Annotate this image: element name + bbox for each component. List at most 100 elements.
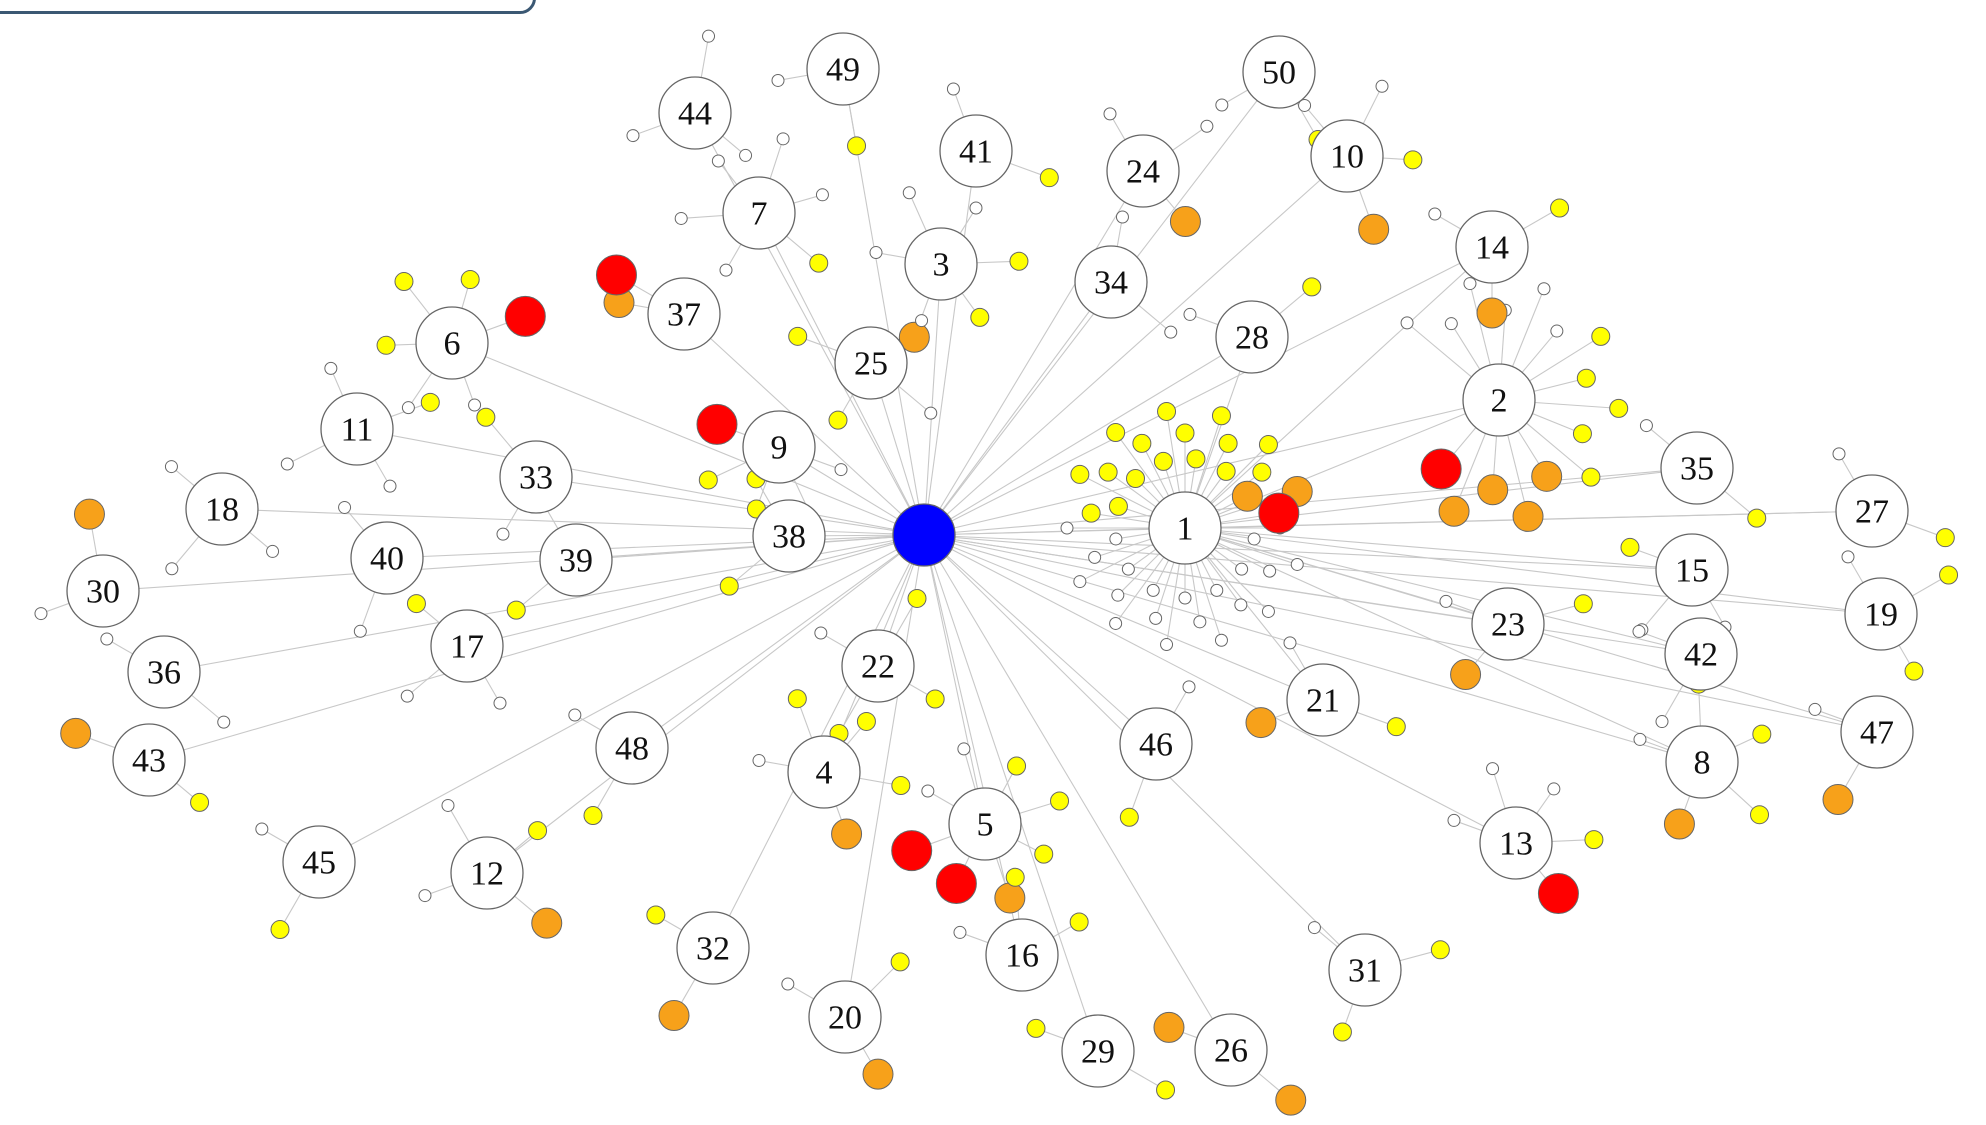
edge-hub-6 xyxy=(451,342,925,536)
node-32-sat-yellow-0 xyxy=(646,905,666,925)
node-49 xyxy=(806,32,880,106)
node-5-sat-yellow-2 xyxy=(1007,756,1027,776)
node-5-sat-red-7 xyxy=(891,830,933,872)
node-19-sat-yellow-1 xyxy=(1939,565,1959,585)
node-label-38: 38 xyxy=(772,519,806,556)
node-1-sat-yellow-27 xyxy=(1132,433,1152,453)
node-8-sat-yellow-2 xyxy=(1752,724,1772,744)
node-20 xyxy=(808,980,882,1054)
node-12 xyxy=(450,836,524,910)
edge-hub-15 xyxy=(923,534,1693,571)
node-label-12: 12 xyxy=(470,856,504,893)
edge-hub-48 xyxy=(631,534,925,749)
node-label-36: 36 xyxy=(147,655,181,692)
node-20-sat-small-0 xyxy=(781,977,795,991)
node-21-sat-orange-2 xyxy=(1245,707,1277,739)
node-11-sat-small-2 xyxy=(324,361,338,375)
node-label-20: 20 xyxy=(828,1000,862,1037)
node-36-sat-small-0 xyxy=(100,632,114,646)
node-43-sat-orange-1 xyxy=(60,717,92,749)
node-label-49: 49 xyxy=(826,52,860,89)
node-11 xyxy=(320,392,394,466)
node-13-sat-small-0 xyxy=(1447,813,1461,827)
node-13-sat-small-1 xyxy=(1486,762,1500,776)
node-label-47: 47 xyxy=(1860,715,1894,752)
node-label-40: 40 xyxy=(370,541,404,578)
node-7-sat-small-4 xyxy=(815,188,829,202)
edge-hub-17 xyxy=(466,534,925,647)
node-8-sat-yellow-3 xyxy=(1750,805,1770,825)
node-34-sat-small-0 xyxy=(1115,210,1129,224)
node-18 xyxy=(185,472,259,546)
node-2-sat-yellow-7 xyxy=(1576,368,1596,388)
node-24 xyxy=(1106,134,1180,208)
node-10-sat-orange-3 xyxy=(1358,213,1390,245)
node-20-sat-yellow-1 xyxy=(890,952,910,972)
edge-hub-47 xyxy=(923,534,1878,733)
edge-hub-35 xyxy=(923,467,1698,536)
node-5-sat-yellow-4 xyxy=(1034,844,1054,864)
node-label-6: 6 xyxy=(444,326,461,363)
node-label-21: 21 xyxy=(1306,683,1340,720)
node-1-sat-yellow-33 xyxy=(1218,433,1238,453)
node-2-sat-small-5 xyxy=(1550,324,1564,338)
node-label-33: 33 xyxy=(519,460,553,497)
node-1-sat-yellow-30 xyxy=(1175,423,1195,443)
node-7-sat-small-0 xyxy=(719,263,733,277)
node-19 xyxy=(1844,577,1918,651)
node-46 xyxy=(1119,707,1193,781)
node-9-sat-small-0 xyxy=(834,463,848,477)
node-28 xyxy=(1215,300,1289,374)
node-4-sat-orange-4 xyxy=(831,818,863,850)
node-15-sat-yellow-2 xyxy=(1620,537,1640,557)
node-22 xyxy=(841,629,915,703)
node-48-sat-small-0 xyxy=(568,708,582,722)
node-label-29: 29 xyxy=(1081,1034,1115,1071)
node-13-sat-small-2 xyxy=(1547,782,1561,796)
node-label-4: 4 xyxy=(816,755,833,792)
edge-hub-46 xyxy=(923,534,1157,745)
node-43-sat-yellow-0 xyxy=(190,792,210,812)
node-2-sat-orange-14 xyxy=(1438,495,1470,527)
node-48 xyxy=(595,711,669,785)
node-7-sat-small-1 xyxy=(674,211,688,225)
node-14-sat-yellow-1 xyxy=(1550,198,1570,218)
node-37-sat-red-1 xyxy=(595,254,637,296)
node-38-sat-yellow-1 xyxy=(719,576,739,596)
node-1-sat-small-8 xyxy=(1214,633,1228,647)
node-1-sat-yellow-31 xyxy=(1186,449,1206,469)
node-1-sat-small-16 xyxy=(1121,562,1135,576)
edge-1-19 xyxy=(1184,527,1882,615)
node-31 xyxy=(1328,933,1402,1007)
edge-hub-11 xyxy=(356,428,925,536)
node-44 xyxy=(658,76,732,150)
node-32 xyxy=(676,911,750,985)
node-40-sat-small-1 xyxy=(353,624,367,638)
edge-hub-14 xyxy=(923,246,1493,536)
node-label-11: 11 xyxy=(341,412,374,449)
node-1-sat-yellow-32 xyxy=(1211,406,1231,426)
node-2-sat-small-2 xyxy=(1463,277,1477,291)
node-23-sat-yellow-1 xyxy=(1573,594,1593,614)
node-label-10: 10 xyxy=(1330,139,1364,176)
node-26 xyxy=(1194,1013,1268,1087)
node-5-sat-small-1 xyxy=(957,742,971,756)
node-2-sat-small-0 xyxy=(1400,316,1414,330)
node-label-1: 1 xyxy=(1177,511,1194,548)
node-label-26: 26 xyxy=(1214,1033,1248,1070)
node-1-sat-small-10 xyxy=(1178,591,1192,605)
node-44-sat-small-0 xyxy=(626,129,640,143)
node-1-sat-small-9 xyxy=(1193,615,1207,629)
node-2-sat-orange-12 xyxy=(1512,500,1544,532)
node-41-sat-yellow-1 xyxy=(1039,168,1059,188)
node-label-23: 23 xyxy=(1491,607,1525,644)
node-6-sat-red-5 xyxy=(504,295,546,337)
node-label-8: 8 xyxy=(1694,745,1711,782)
node-1-sat-yellow-29 xyxy=(1157,401,1177,421)
node-13-sat-yellow-3 xyxy=(1584,830,1604,850)
edge-hub-45 xyxy=(318,534,925,863)
node-22-sat-yellow-1 xyxy=(907,588,927,608)
node-30-sat-orange-1 xyxy=(73,498,105,530)
node-42 xyxy=(1664,617,1738,691)
node-26-sat-orange-0 xyxy=(1153,1011,1185,1043)
